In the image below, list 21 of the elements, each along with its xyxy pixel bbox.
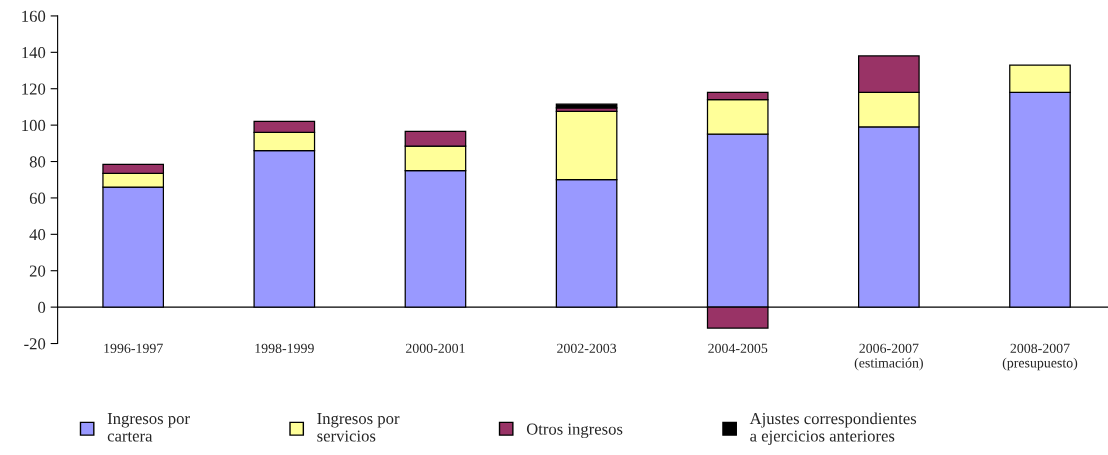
x-tick-label: 1996-1997 [104,343,163,354]
y-tick-label: 80 [29,156,46,168]
x-tick-label: 2006-2007 (estimación) [854,343,923,371]
y-tick-label: -20 [24,338,46,350]
legend-label: Ingresos por servicios [317,413,400,442]
x-tick-label: 2000-2001 [405,343,465,354]
legend-label: Otros ingresos [526,423,623,439]
y-tick-label: 0 [38,301,46,314]
legend-label: Ingresos por cartera [107,413,190,442]
x-tick-label: 2002-2003 [557,343,617,354]
x-tick-label: 2008-2007 (presupuesto) [1002,343,1078,371]
y-tick-label: 140 [22,47,46,59]
y-tick-label: 20 [29,265,46,277]
y-tick-label: 120 [22,83,46,95]
legend-label: Ajustes correspondientes a ejercicios anteriores [749,412,917,445]
y-tick-label: 160 [22,10,46,22]
y-tick-label: 40 [29,229,46,241]
y-tick-label: 60 [29,192,46,204]
x-tick-label: 2004-2005 [708,343,768,354]
y-tick-label: 100 [22,119,46,132]
x-tick-label: 1998-1999 [255,343,314,354]
